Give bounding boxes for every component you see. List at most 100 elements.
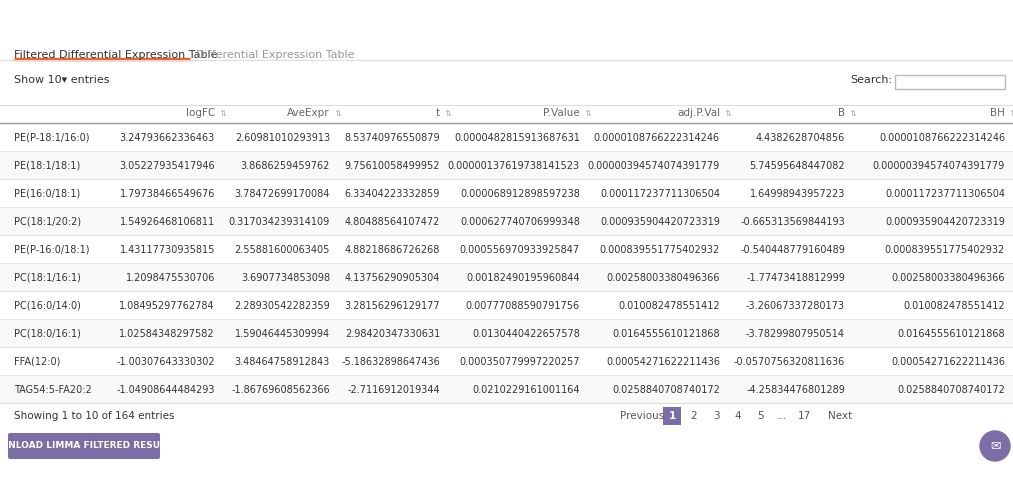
Text: -3.26067337280173: -3.26067337280173 [746, 301, 845, 311]
Text: -2.7116912019344: -2.7116912019344 [347, 385, 440, 395]
Text: PE(18:1/18:1): PE(18:1/18:1) [14, 161, 80, 171]
Text: 0.000935904420723319: 0.000935904420723319 [600, 217, 720, 227]
Text: 0.010082478551412: 0.010082478551412 [904, 301, 1005, 311]
Text: 0.0210229161001164: 0.0210229161001164 [472, 385, 580, 395]
Text: -1.77473418812999: -1.77473418812999 [747, 273, 845, 283]
Text: t: t [436, 108, 440, 118]
Text: 0.00000137619738141523: 0.00000137619738141523 [448, 161, 580, 171]
Text: 9.75610058499952: 9.75610058499952 [344, 161, 440, 171]
Text: Differential Expression Table: Differential Expression Table [196, 50, 355, 60]
Text: adj.P.Val: adj.P.Val [677, 108, 720, 118]
Text: 5.74595648447082: 5.74595648447082 [750, 161, 845, 171]
Text: 6.33404223332859: 6.33404223332859 [344, 189, 440, 199]
Text: ⇅: ⇅ [1008, 109, 1013, 118]
Text: 0.0258840708740172: 0.0258840708740172 [612, 385, 720, 395]
Text: 0.00054271622211436: 0.00054271622211436 [606, 357, 720, 367]
Text: -0.0570756320811636: -0.0570756320811636 [733, 357, 845, 367]
Text: 17: 17 [797, 411, 810, 421]
Text: 1.64998943957223: 1.64998943957223 [750, 189, 845, 199]
Text: B: B [838, 108, 845, 118]
FancyBboxPatch shape [8, 433, 160, 459]
Text: 1.08495297762784: 1.08495297762784 [120, 301, 215, 311]
Text: 0.0130440422657578: 0.0130440422657578 [472, 329, 580, 339]
Text: 0.000117237711306504: 0.000117237711306504 [885, 189, 1005, 199]
Text: PC(18:1/20:2): PC(18:1/20:2) [14, 217, 81, 227]
Text: 4.88218686726268: 4.88218686726268 [344, 245, 440, 255]
Text: 4.80488564107472: 4.80488564107472 [344, 217, 440, 227]
Circle shape [980, 431, 1010, 461]
Text: 1.02584348297582: 1.02584348297582 [120, 329, 215, 339]
Text: 1.59046445309994: 1.59046445309994 [235, 329, 330, 339]
Text: −: − [991, 7, 1005, 25]
FancyBboxPatch shape [0, 375, 1013, 403]
Text: 0.000556970933925847: 0.000556970933925847 [460, 245, 580, 255]
Text: logFC: logFC [185, 108, 215, 118]
Text: ⇅: ⇅ [333, 109, 341, 118]
Text: 3.6907734853098: 3.6907734853098 [241, 273, 330, 283]
Text: -0.540448779160489: -0.540448779160489 [741, 245, 845, 255]
Text: Previous: Previous [620, 411, 665, 421]
Text: 0.00182490195960844: 0.00182490195960844 [467, 273, 580, 283]
Text: -0.665313569844193: -0.665313569844193 [741, 217, 845, 227]
Text: DOWNLOAD LIMMA FILTERED RESULTS ▾: DOWNLOAD LIMMA FILTERED RESULTS ▾ [0, 441, 185, 450]
Text: 3.28156296129177: 3.28156296129177 [344, 301, 440, 311]
Text: 1.2098475530706: 1.2098475530706 [126, 273, 215, 283]
Text: -1.86769608562366: -1.86769608562366 [231, 385, 330, 395]
Text: 4.4382628704856: 4.4382628704856 [756, 133, 845, 143]
Text: ✉: ✉ [990, 439, 1000, 452]
Text: PC(18:1/16:1): PC(18:1/16:1) [14, 273, 81, 283]
Text: PE(16:0/18:1): PE(16:0/18:1) [14, 189, 80, 199]
Text: ⇅: ⇅ [583, 109, 592, 118]
FancyBboxPatch shape [0, 263, 1013, 291]
Text: ⇅: ⇅ [723, 109, 731, 118]
Text: 1: 1 [669, 411, 676, 421]
Text: 0.000627740706999348: 0.000627740706999348 [460, 217, 580, 227]
Text: 0.00000394574074391779: 0.00000394574074391779 [873, 161, 1005, 171]
Text: -5.18632898647436: -5.18632898647436 [341, 357, 440, 367]
Text: 0.00258003380496366: 0.00258003380496366 [891, 273, 1005, 283]
Text: 2.28930542282359: 2.28930542282359 [234, 301, 330, 311]
Text: Showing 1 to 10 of 164 entries: Showing 1 to 10 of 164 entries [14, 411, 174, 421]
Text: Show 10▾ entries: Show 10▾ entries [14, 75, 109, 85]
Text: Search:: Search: [850, 75, 892, 85]
Text: P.Value: P.Value [543, 108, 580, 118]
Text: 8.53740976550879: 8.53740976550879 [344, 133, 440, 143]
FancyBboxPatch shape [0, 151, 1013, 179]
Text: 1.54926468106811: 1.54926468106811 [120, 217, 215, 227]
Text: Filtered Differential Expression Table: Filtered Differential Expression Table [14, 50, 218, 60]
Text: ...: ... [777, 411, 787, 421]
Text: -1.04908644484293: -1.04908644484293 [116, 385, 215, 395]
Text: BH: BH [990, 108, 1005, 118]
Text: Table: Table [12, 8, 58, 23]
Text: 3.24793662336463: 3.24793662336463 [120, 133, 215, 143]
FancyBboxPatch shape [663, 407, 681, 425]
Text: PE(P-16:0/18:1): PE(P-16:0/18:1) [14, 245, 89, 255]
Text: 3.05227935417946: 3.05227935417946 [120, 161, 215, 171]
Text: 0.0258840708740172: 0.0258840708740172 [898, 385, 1005, 395]
Text: 3.48464758912843: 3.48464758912843 [235, 357, 330, 367]
Text: 0.0000108766222314246: 0.0000108766222314246 [594, 133, 720, 143]
Text: PE(P-18:1/16:0): PE(P-18:1/16:0) [14, 133, 89, 143]
FancyBboxPatch shape [0, 319, 1013, 347]
Text: 4.13756290905304: 4.13756290905304 [344, 273, 440, 283]
FancyBboxPatch shape [895, 75, 1005, 89]
Text: 0.0000108766222314246: 0.0000108766222314246 [879, 133, 1005, 143]
Text: 3: 3 [713, 411, 719, 421]
FancyBboxPatch shape [0, 207, 1013, 235]
Text: 0.00258003380496366: 0.00258003380496366 [607, 273, 720, 283]
Text: 0.000839551775402932: 0.000839551775402932 [600, 245, 720, 255]
Text: -3.78299807950514: -3.78299807950514 [746, 329, 845, 339]
Text: 3.8686259459762: 3.8686259459762 [241, 161, 330, 171]
Text: ⇅: ⇅ [848, 109, 857, 118]
Text: 4: 4 [734, 411, 742, 421]
Text: 0.00000394574074391779: 0.00000394574074391779 [588, 161, 720, 171]
Text: 0.000350779997220257: 0.000350779997220257 [460, 357, 580, 367]
Text: 5: 5 [757, 411, 764, 421]
Text: 0.000068912898597238: 0.000068912898597238 [460, 189, 580, 199]
Text: 0.000839551775402932: 0.000839551775402932 [884, 245, 1005, 255]
Text: -4.25834476801289: -4.25834476801289 [747, 385, 845, 395]
Text: 0.0164555610121868: 0.0164555610121868 [898, 329, 1005, 339]
Text: 0.010082478551412: 0.010082478551412 [618, 301, 720, 311]
Text: 2.55881600063405: 2.55881600063405 [235, 245, 330, 255]
Text: 1.43117730935815: 1.43117730935815 [120, 245, 215, 255]
